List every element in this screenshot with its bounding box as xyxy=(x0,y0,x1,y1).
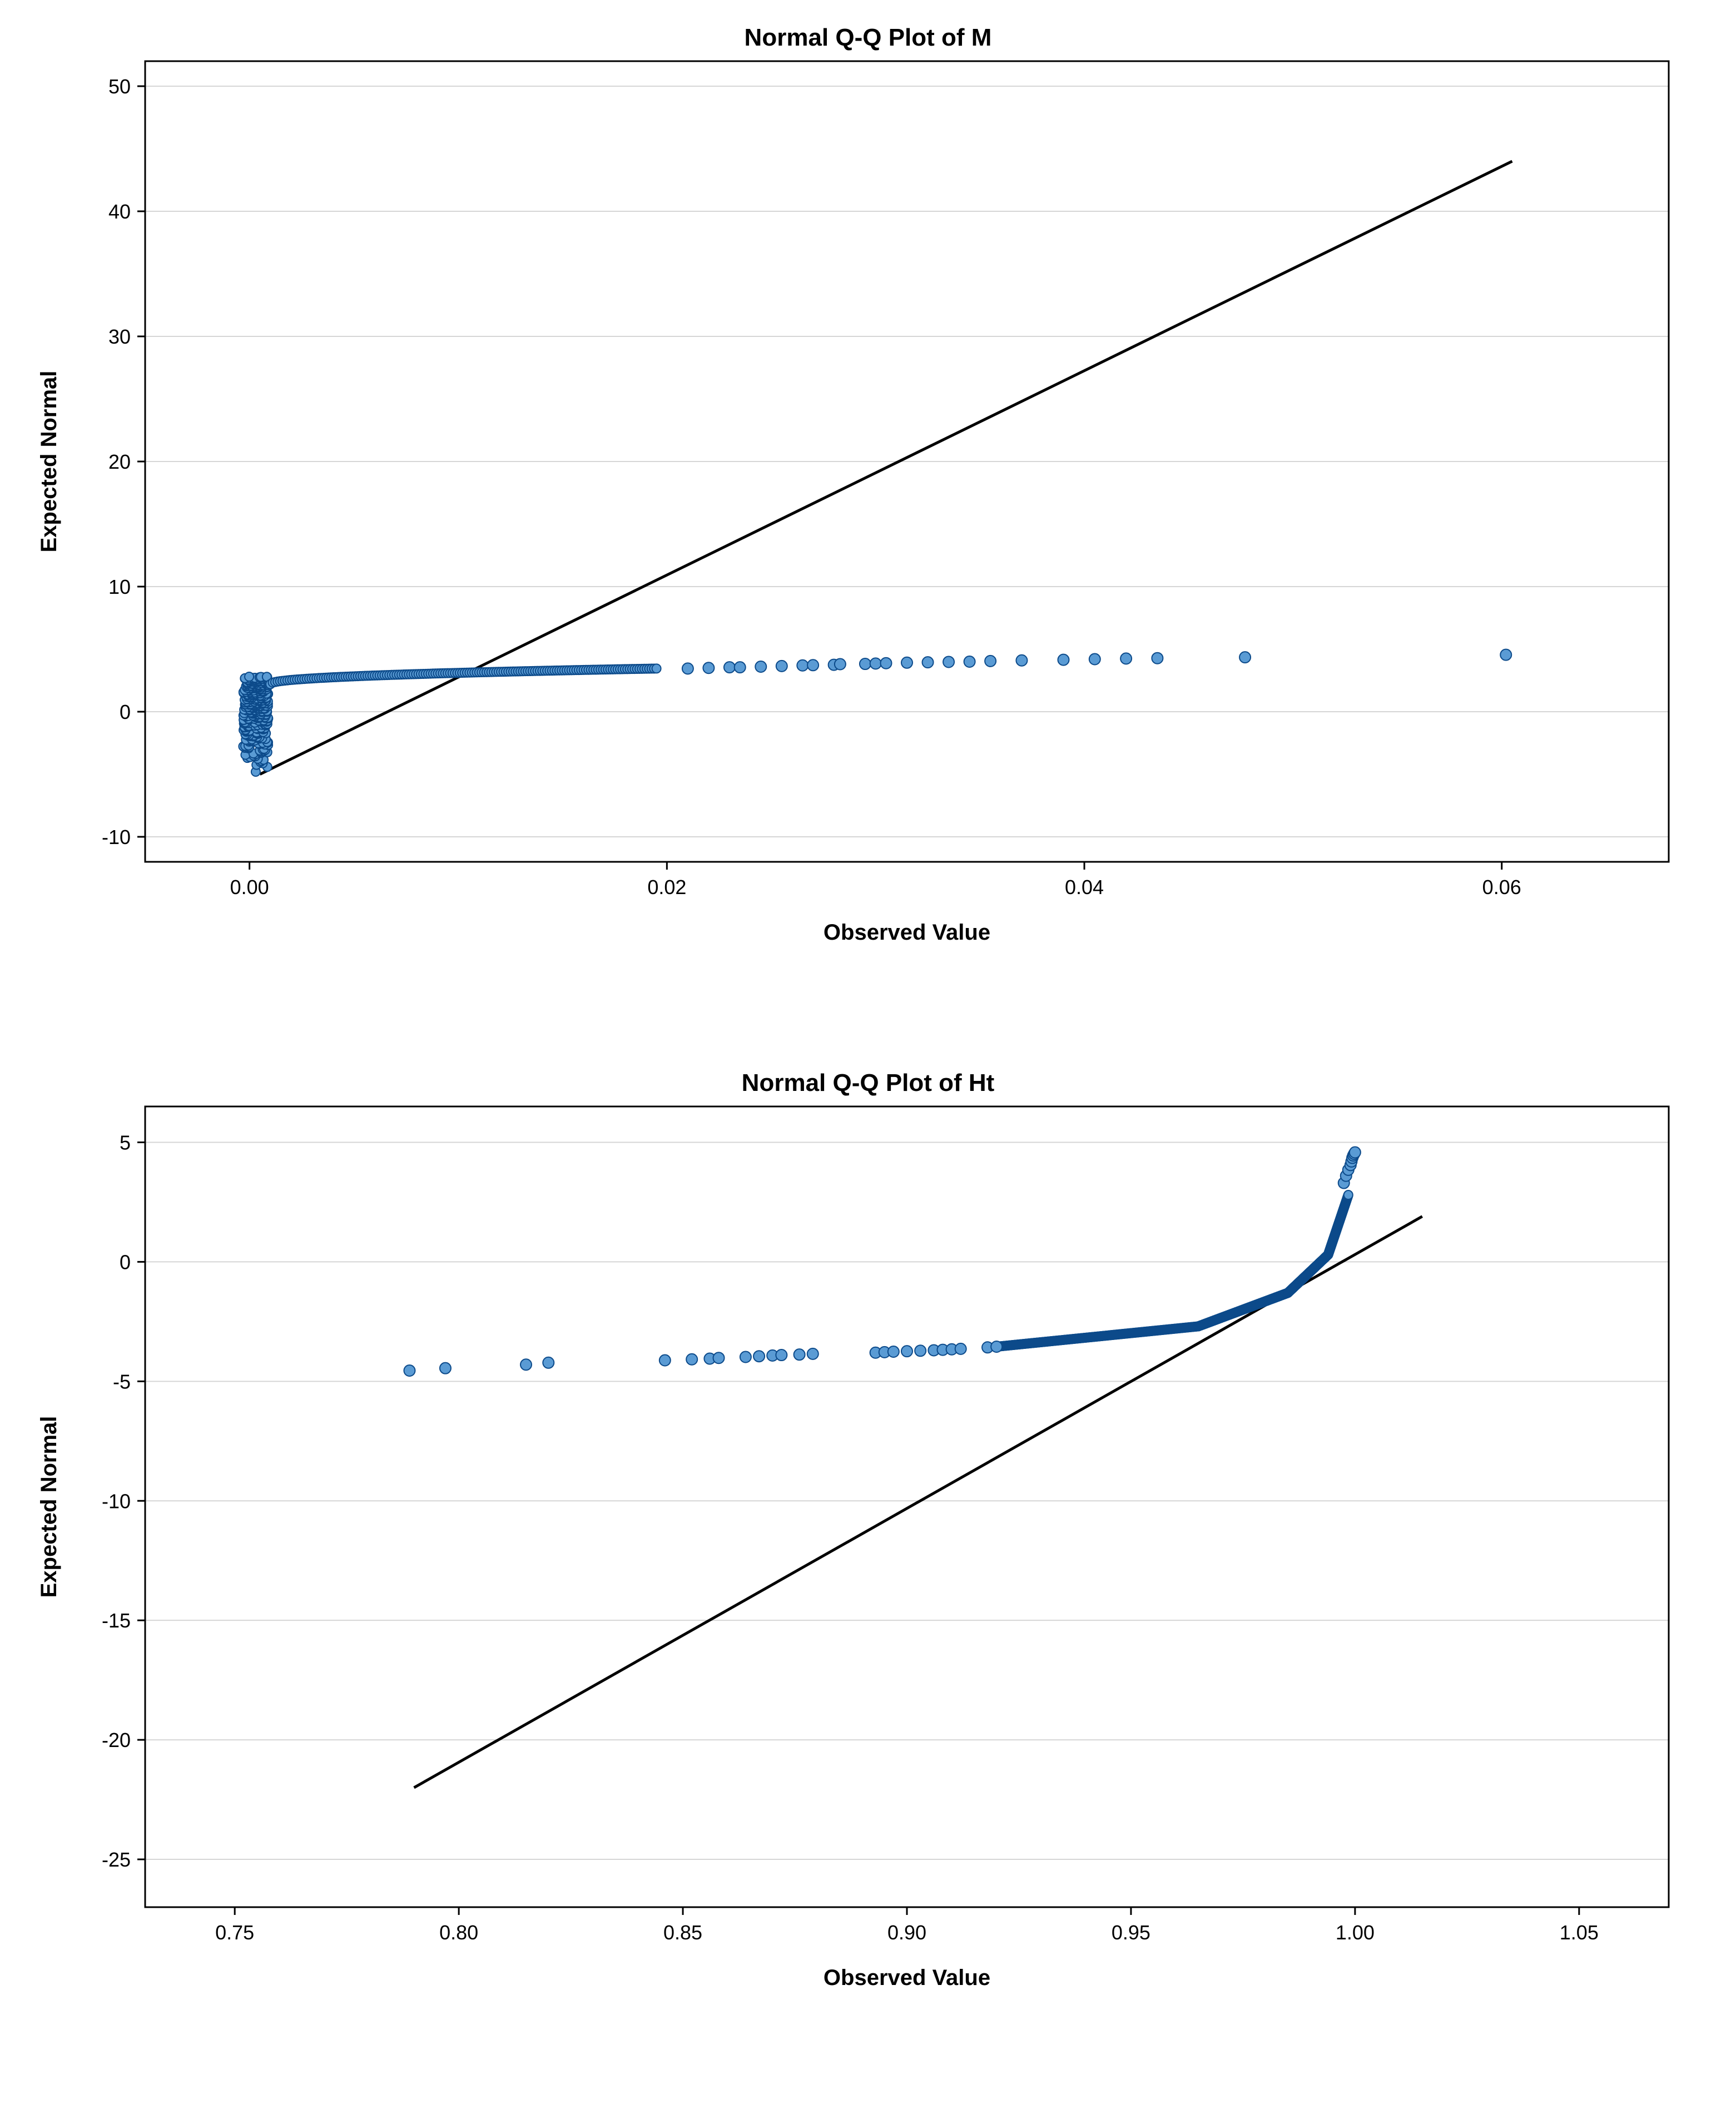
y-tick-label: -10 xyxy=(102,1490,131,1512)
qq-plot-ht: Normal Q-Q Plot of Ht -25 -20 -15 -10 -5 0 5 0.7… xyxy=(23,1056,1713,2035)
data-point xyxy=(835,659,846,670)
page: Normal Q-Q Plot of M-10010203040500.000.… xyxy=(0,0,1736,2124)
data-point xyxy=(1058,654,1069,666)
y-tick-label: 50 xyxy=(108,75,131,98)
y-tick-label: 40 xyxy=(108,200,131,223)
x-tick-label: 0.95 xyxy=(1112,1921,1150,1944)
y-tick-label: 0 xyxy=(120,701,131,723)
data-point xyxy=(755,661,766,672)
y-axis-label: Expected Normal xyxy=(37,1416,61,1598)
data-point xyxy=(776,1349,787,1361)
x-axis-label: Observed Value xyxy=(824,1966,990,1990)
data-point xyxy=(1089,654,1100,665)
qq-plot-ht-svg: Normal Q-Q Plot of Ht -25 -20 -15 -10 -5 0 5 0.7… xyxy=(23,1056,1713,2035)
data-point xyxy=(659,1355,671,1366)
data-point xyxy=(955,1343,966,1354)
x-tick-label: 0.06 xyxy=(1482,876,1521,899)
x-axis-label: Observed Value xyxy=(824,920,990,945)
data-point xyxy=(922,657,934,668)
data-point xyxy=(1350,1147,1361,1158)
data-point xyxy=(797,660,808,671)
data-point xyxy=(807,659,819,671)
data-point xyxy=(713,1352,725,1363)
y-tick-label: 0 xyxy=(120,1250,131,1273)
x-tick-label: 0.00 xyxy=(230,876,269,899)
data-point xyxy=(753,1351,765,1362)
qq-plot-m-svg: Normal Q-Q Plot of M -10 0 10 20 30 40 50 0.00 0.… xyxy=(23,11,1713,990)
qq-plot-m: Normal Q-Q Plot of M -10 0 10 20 30 40 50 0.00 0.… xyxy=(23,11,1713,990)
x-tick-label: 0.75 xyxy=(215,1921,254,1944)
y-tick-label: -10 xyxy=(102,826,131,848)
data-point xyxy=(735,662,746,673)
data-point xyxy=(1152,653,1163,664)
data-point xyxy=(901,657,912,668)
data-point xyxy=(686,1354,697,1365)
data-point xyxy=(1344,1190,1353,1199)
data-point xyxy=(964,656,975,667)
y-tick-label: 20 xyxy=(108,450,131,473)
x-tick-label: 0.80 xyxy=(439,1921,478,1944)
data-point xyxy=(991,1341,1002,1352)
data-point xyxy=(1239,652,1251,663)
data-point xyxy=(404,1365,415,1376)
data-point xyxy=(682,663,693,674)
data-point xyxy=(1016,655,1027,666)
data-point xyxy=(870,658,881,669)
data-point xyxy=(543,1357,554,1368)
data-point xyxy=(901,1346,912,1357)
x-tick-label: 0.85 xyxy=(663,1921,702,1944)
y-axis-label: Expected Normal xyxy=(37,371,61,553)
data-point xyxy=(985,656,996,667)
data-point xyxy=(724,662,735,673)
data-point xyxy=(740,1351,751,1362)
data-point xyxy=(880,658,891,669)
data-point xyxy=(943,656,954,667)
data-point xyxy=(860,658,871,669)
data-point xyxy=(1500,649,1511,661)
y-tick-label: -20 xyxy=(102,1729,131,1751)
data-point xyxy=(915,1345,926,1356)
data-point xyxy=(703,662,714,673)
data-point xyxy=(794,1349,805,1360)
y-tick-label: 30 xyxy=(108,325,131,348)
x-tick-label: 0.04 xyxy=(1065,876,1104,899)
x-tick-label: 1.05 xyxy=(1560,1921,1599,1944)
y-tick-label: -5 xyxy=(113,1370,131,1393)
data-point xyxy=(520,1359,532,1370)
x-tick-label: 0.02 xyxy=(647,876,686,899)
data-point xyxy=(440,1363,451,1374)
data-point xyxy=(1120,653,1132,664)
chart-title: Normal Q-Q Plot of Ht xyxy=(742,1069,995,1096)
x-tick-label: 0.90 xyxy=(887,1921,926,1944)
chart-title: Normal Q-Q Plot of M xyxy=(745,24,992,51)
y-tick-label: 10 xyxy=(108,575,131,598)
data-point xyxy=(807,1348,819,1359)
data-point xyxy=(652,664,661,673)
y-tick-label: -25 xyxy=(102,1848,131,1871)
data-point xyxy=(245,672,254,681)
y-tick-label: -15 xyxy=(102,1609,131,1632)
data-point xyxy=(776,661,787,672)
y-tick-label: 5 xyxy=(120,1131,131,1154)
data-point xyxy=(888,1346,899,1357)
x-tick-label: 1.00 xyxy=(1336,1921,1375,1944)
